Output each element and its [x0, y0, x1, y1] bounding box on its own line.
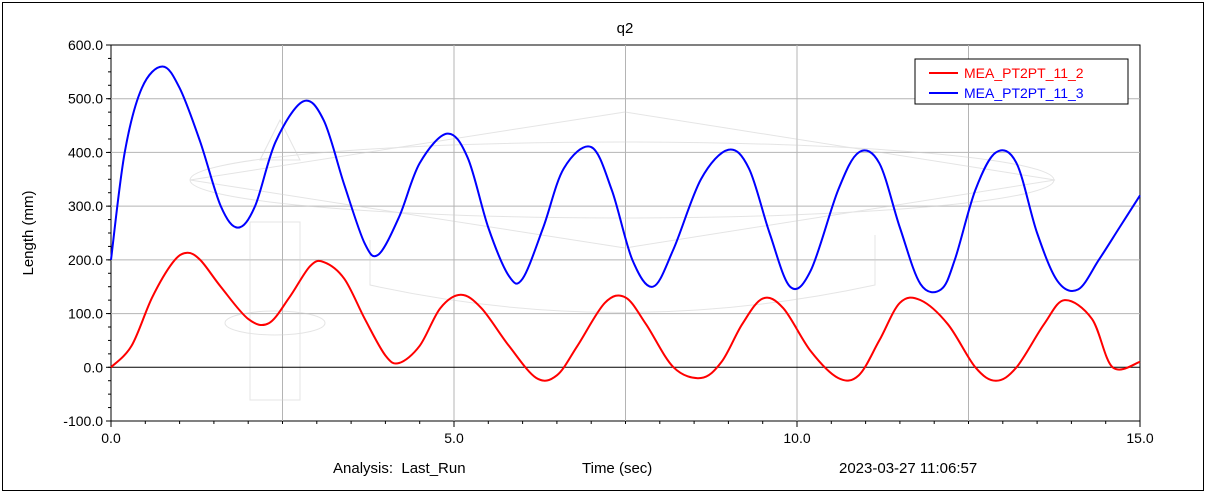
- y-axis-label: Length (mm): [20, 190, 37, 275]
- series-line-2: [110, 65, 1141, 294]
- watermark-graphic: [189, 111, 1056, 401]
- x-tick-label: 10.0: [783, 430, 810, 446]
- y-tick-label: 0.0: [84, 359, 104, 375]
- y-tick-label: 600.0: [68, 37, 103, 53]
- y-tick-label: 400.0: [68, 144, 103, 160]
- x-tick-label: 15.0: [1126, 430, 1153, 446]
- y-tick-label: 500.0: [68, 91, 103, 107]
- y-tick-label: 300.0: [68, 198, 103, 214]
- x-axis-label: Time (sec): [582, 460, 653, 477]
- x-tick-label: 5.0: [444, 430, 464, 446]
- series: [110, 65, 1141, 382]
- legend-box: [914, 58, 1129, 105]
- x-tick-label: 0.0: [101, 430, 121, 446]
- series-line-1: [110, 251, 1141, 382]
- axes: -100.00.0100.0200.0300.0400.0500.0600.00…: [63, 37, 1154, 446]
- legend-label-series-1: MEA_PT2PT_11_2: [964, 65, 1084, 81]
- legend: MEA_PT2PT_11_2 MEA_PT2PT_11_3: [914, 58, 1129, 105]
- analysis-label: Analysis: Last_Run: [333, 460, 466, 477]
- y-tick-label: 100.0: [68, 306, 103, 322]
- chart-title: q2: [617, 20, 634, 37]
- legend-label-series-2: MEA_PT2PT_11_3: [964, 85, 1084, 101]
- y-tick-label: -100.0: [63, 413, 103, 429]
- y-tick-label: 200.0: [68, 252, 103, 268]
- timestamp-label: 2023-03-27 11:06:57: [839, 460, 978, 477]
